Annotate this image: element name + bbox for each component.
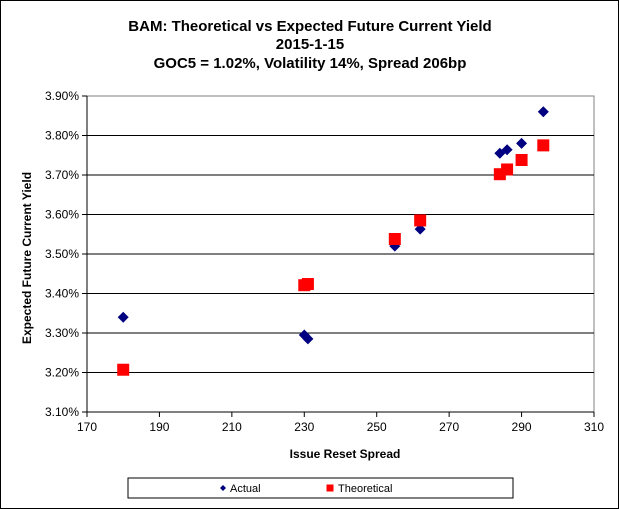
- x-axis-title: Issue Reset Spread: [290, 447, 401, 461]
- y-tick-label: 3.10%: [45, 405, 79, 419]
- chart-subtitle-2: GOC5 = 1.02%, Volatility 14%, Spread 206…: [154, 55, 467, 72]
- y-tick-label: 3.90%: [45, 89, 79, 103]
- actual-point: [537, 106, 549, 118]
- y-tick-label: 3.30%: [45, 326, 79, 340]
- x-tick-label: 210: [222, 420, 242, 434]
- y-tick-label: 3.70%: [45, 168, 79, 182]
- gridlines: [87, 135, 594, 373]
- legend-actual-marker: [220, 485, 226, 491]
- theoretical-point: [388, 232, 401, 245]
- y-tick-label: 3.40%: [45, 287, 79, 301]
- x-tick-label: 170: [77, 420, 97, 434]
- x-axis: 170 190 210 230 250 270 290 310: [77, 411, 604, 434]
- data-points: [117, 106, 550, 376]
- legend-theoretical-marker: [326, 484, 334, 492]
- theoretical-point: [501, 163, 514, 176]
- x-tick-label: 270: [439, 420, 459, 434]
- chart-subtitle: 2015-1-15: [276, 36, 344, 53]
- actual-point: [302, 333, 314, 345]
- legend-label-actual: Actual: [230, 483, 261, 495]
- y-tick-label: 3.20%: [45, 366, 79, 380]
- x-tick-label: 310: [584, 420, 604, 434]
- y-tick-label: 3.80%: [45, 129, 79, 143]
- theoretical-point: [537, 139, 550, 152]
- x-tick-label: 290: [512, 420, 532, 434]
- theoretical-point: [117, 363, 130, 376]
- x-tick-label: 230: [294, 420, 314, 434]
- legend-items: Actual Theoretical: [220, 483, 392, 495]
- x-tick-label: 250: [367, 420, 387, 434]
- y-axis-title: Expected Future Current Yield: [20, 172, 34, 344]
- theoretical-point: [515, 153, 528, 166]
- actual-point: [117, 311, 129, 323]
- y-tick-label: 3.60%: [45, 208, 79, 222]
- legend-box: [127, 477, 514, 499]
- y-axis: 3.10% 3.20% 3.30% 3.40% 3.50% 3.60% 3.70% 3.80%…: [45, 89, 88, 419]
- chart-title: BAM: Theoretical vs Expected Future Curr…: [128, 18, 491, 35]
- theoretical-point: [414, 214, 427, 227]
- legend-label-theoretical: Theoretical: [338, 483, 392, 495]
- y-tick-label: 3.50%: [45, 247, 79, 261]
- actual-point: [501, 144, 513, 156]
- legend: Actual Theoretical: [127, 477, 514, 499]
- actual-point: [516, 137, 528, 149]
- theoretical-point: [301, 278, 314, 291]
- x-tick-label: 190: [149, 420, 169, 434]
